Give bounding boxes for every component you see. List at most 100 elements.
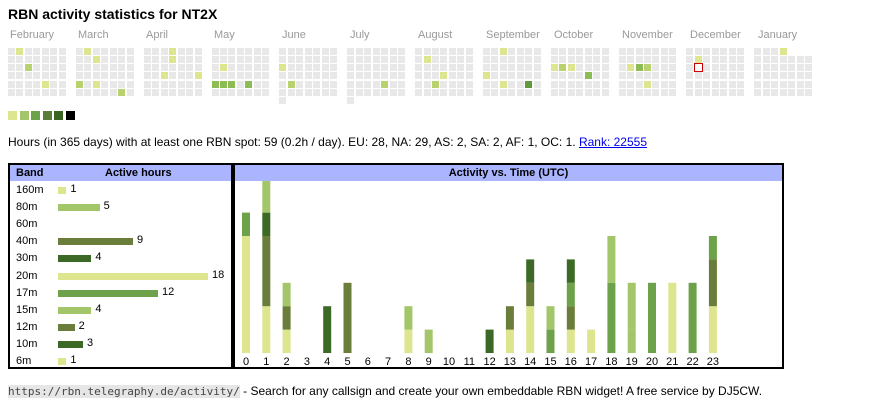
day-cell (126, 72, 134, 80)
day-cell (236, 47, 244, 55)
day-cell (686, 88, 694, 96)
day-cell (84, 88, 92, 96)
day-cell (593, 64, 601, 72)
legend-swatch (19, 111, 29, 120)
day-cell (33, 56, 41, 63)
day-cell (737, 72, 745, 80)
hour-tick-label: 11 (464, 356, 475, 367)
day-cell (550, 72, 558, 80)
day-cell (465, 64, 473, 72)
band-row: 12m 2 (10, 319, 231, 336)
active-day-cell (635, 64, 643, 72)
day-cell (372, 88, 380, 96)
day-cell (440, 56, 448, 63)
hour-tick-label: 8 (405, 356, 411, 367)
day-cell (491, 56, 499, 63)
day-cell (796, 56, 804, 63)
day-cell (491, 47, 499, 55)
day-cell (737, 56, 745, 63)
day-cell (762, 56, 770, 63)
day-cell (109, 80, 117, 88)
day-cell (576, 72, 584, 80)
hour-tick-label: 7 (385, 356, 391, 367)
day-cell (126, 64, 134, 72)
day-cell (84, 47, 92, 55)
day-cell (398, 47, 406, 55)
day-cell (627, 56, 635, 63)
day-cell (771, 80, 779, 88)
footer-url[interactable]: https://rbn.telegraphy.de/activity/ (8, 385, 240, 398)
day-cell (372, 56, 380, 63)
band-table-header: Band Active hours (10, 165, 231, 181)
day-cell (465, 88, 473, 96)
day-cell (109, 47, 117, 55)
day-cell (236, 88, 244, 96)
day-cell (228, 72, 236, 80)
day-cell (516, 47, 524, 55)
month-label: December (690, 29, 741, 41)
day-cell (465, 56, 473, 63)
day-cell (559, 88, 567, 96)
day-cell (415, 56, 423, 63)
activity-bar-segment (526, 282, 535, 307)
day-cell (576, 88, 584, 96)
day-cell (143, 80, 151, 88)
day-cell (33, 88, 41, 96)
day-cell (703, 80, 711, 88)
day-cell (762, 72, 770, 80)
day-cell (41, 88, 49, 96)
band-hours-value: 3 (87, 336, 94, 349)
day-cell (576, 64, 584, 72)
activity-bar-segment (546, 329, 555, 353)
activity-bar-segment (282, 329, 291, 353)
day-cell (415, 72, 423, 80)
hour-tick-label: 15 (544, 356, 556, 367)
day-cell (627, 47, 635, 55)
day-cell (50, 47, 58, 55)
day-cell (211, 56, 219, 63)
day-cell (236, 56, 244, 63)
day-cell (711, 88, 719, 96)
day-cell (499, 56, 507, 63)
day-cell (58, 80, 66, 88)
day-cell (92, 64, 100, 72)
day-cell (618, 56, 626, 63)
activity-bar-segment (526, 259, 535, 283)
day-cell (618, 72, 626, 80)
month-label: November (622, 29, 673, 41)
band-label: 10m (16, 337, 38, 350)
band-hours-bar (58, 306, 92, 314)
month-label: May (214, 29, 235, 41)
activity-bar-segment (648, 282, 656, 353)
day-cell (330, 72, 338, 80)
day-cell (389, 56, 397, 63)
day-cell (423, 47, 431, 55)
day-cell (101, 64, 109, 72)
day-cell (372, 47, 380, 55)
day-cell (33, 64, 41, 72)
rank-link[interactable]: Rank: 22555 (578, 135, 648, 149)
day-cell (355, 56, 363, 63)
day-cell (703, 88, 711, 96)
day-cell (8, 72, 15, 80)
day-cell (84, 64, 92, 72)
day-cell (194, 56, 202, 63)
day-cell (347, 97, 355, 104)
day-cell (355, 72, 363, 80)
day-cell (567, 72, 575, 80)
day-cell (669, 72, 677, 80)
day-cell (8, 64, 15, 72)
day-cell (16, 56, 24, 63)
day-cell (228, 64, 236, 72)
month-label: October (554, 29, 594, 41)
day-cell (279, 56, 287, 63)
day-cell (686, 64, 694, 72)
day-cell (313, 88, 321, 96)
day-cell (296, 88, 304, 96)
day-cell (593, 56, 601, 63)
band-row: 20m 18 (10, 268, 231, 285)
day-cell (703, 56, 711, 63)
day-cell (448, 72, 456, 80)
summary-text: Hours (in 365 days) with at least one RB… (8, 135, 576, 149)
hour-tick-label: 6 (365, 356, 371, 367)
